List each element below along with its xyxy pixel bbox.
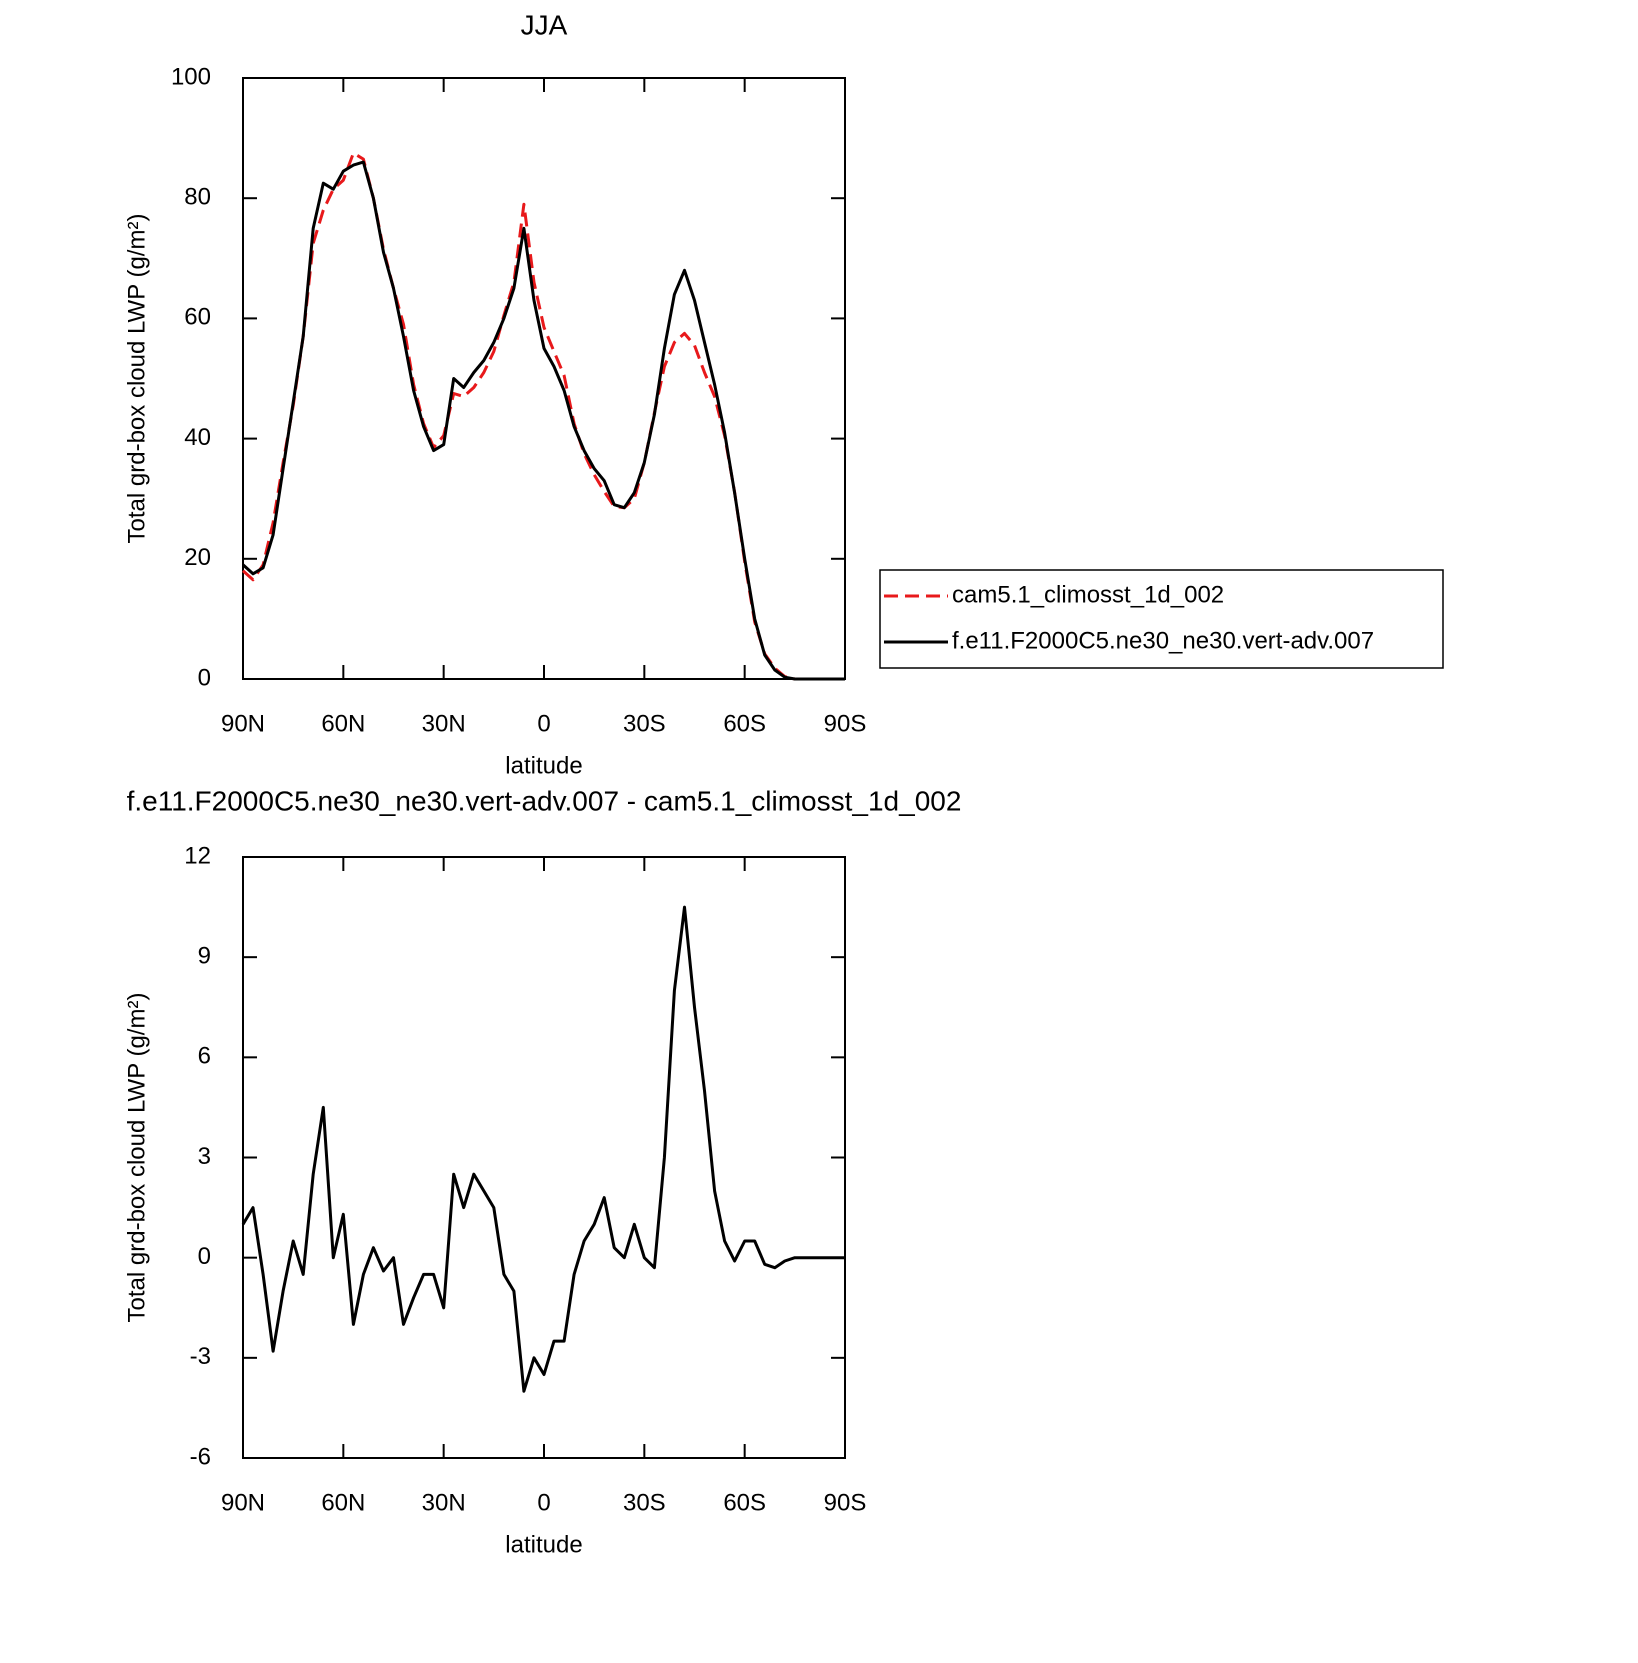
y-axis-label: Total grd-box cloud LWP (g/m²) [123,993,150,1323]
legend-label: cam5.1_climosst_1d_002 [952,581,1224,608]
legend-label: f.e11.F2000C5.ne30_ne30.vert-adv.007 [952,627,1374,654]
y-tick-label: 6 [198,1043,211,1070]
x-tick-label: 90N [221,1489,265,1516]
data-line [241,151,845,681]
plot-frame [242,856,846,1459]
data-line [241,160,845,681]
y-axis-label: Total grd-box cloud LWP (g/m²) [123,214,150,544]
legend-box [879,569,1444,669]
x-tick-label: 60S [723,710,766,737]
x-tick-label: 0 [537,1489,550,1516]
x-axis-label: latitude [505,1531,582,1558]
x-tick-label: 0 [537,710,550,737]
y-tick-label: 80 [184,184,211,211]
data-line [241,905,845,1393]
x-tick-label: 30S [623,710,666,737]
y-tick-label: 3 [198,1143,211,1170]
y-tick-label: -6 [190,1443,211,1470]
y-tick-label: 40 [184,424,211,451]
y-tick-label: 9 [198,943,211,970]
y-tick-label: 0 [198,664,211,691]
y-tick-label: -3 [190,1343,211,1370]
y-tick-label: 20 [184,544,211,571]
plot-frame [242,77,846,680]
x-tick-label: 90S [824,1489,867,1516]
x-tick-label: 90S [824,710,867,737]
x-tick-label: 90N [221,710,265,737]
x-tick-label: 60N [321,710,365,737]
x-axis-label: latitude [505,752,582,779]
x-tick-label: 60S [723,1489,766,1516]
y-tick-label: 12 [184,842,211,869]
y-tick-label: 0 [198,1243,211,1270]
panel: JJA 0 20 40 60 80 100 90N 60N 30N 0 30S 60S 90S latitu… [123,9,1444,779]
y-tick-label: 100 [171,63,211,90]
x-tick-label: 30N [422,1489,466,1516]
chart-title: f.e11.F2000C5.ne30_ne30.vert-adv.007 - c… [127,785,962,816]
x-tick-label: 30N [422,710,466,737]
y-tick-label: 60 [184,304,211,331]
x-tick-label: 30S [623,1489,666,1516]
panel: f.e11.F2000C5.ne30_ne30.vert-adv.007 - c… [123,785,961,1558]
chart-title: JJA [521,9,568,40]
x-tick-label: 60N [321,1489,365,1516]
